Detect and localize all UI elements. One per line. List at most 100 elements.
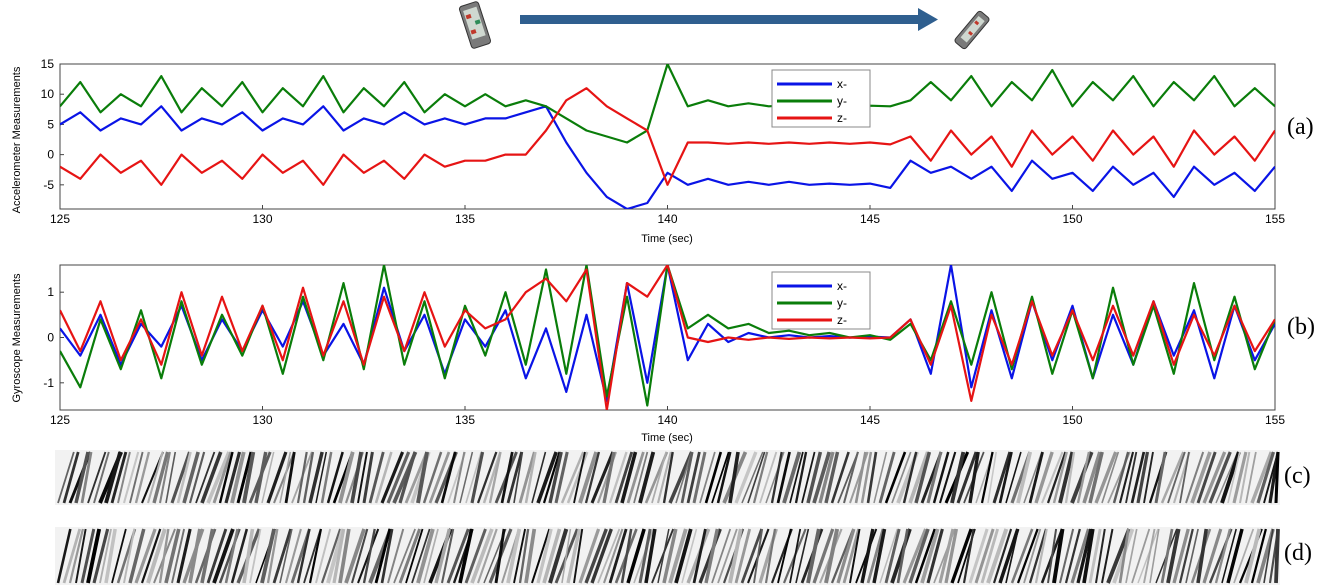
texture-stroke bbox=[1101, 451, 1120, 504]
texture-stroke bbox=[1088, 451, 1104, 504]
texture-stroke bbox=[74, 451, 90, 504]
texture-stroke bbox=[1118, 451, 1135, 504]
texture-stroke bbox=[974, 528, 995, 584]
texture-stroke bbox=[1208, 451, 1232, 504]
texture-stroke bbox=[279, 528, 293, 584]
texture-stroke bbox=[801, 451, 816, 504]
texture-stroke bbox=[488, 451, 502, 504]
x-tick-label: 150 bbox=[1062, 212, 1082, 226]
texture-stroke bbox=[812, 528, 835, 584]
texture-stroke bbox=[134, 451, 151, 504]
legend: x- y- z- bbox=[771, 271, 871, 330]
texture-stroke bbox=[560, 451, 585, 504]
texture-stroke bbox=[1059, 528, 1075, 584]
texture-stroke bbox=[932, 451, 950, 504]
texture-stroke bbox=[638, 451, 656, 504]
texture-stroke bbox=[518, 451, 536, 504]
texture-stroke bbox=[992, 451, 1012, 504]
texture-stroke bbox=[536, 451, 558, 504]
texture-stroke bbox=[296, 528, 311, 584]
texture-stroke bbox=[1274, 451, 1280, 504]
texture-stroke bbox=[212, 451, 233, 504]
texture-stroke bbox=[1226, 528, 1244, 584]
texture-stroke bbox=[176, 528, 192, 584]
texture-stroke bbox=[1016, 528, 1039, 584]
texture-stroke bbox=[662, 528, 678, 584]
texture-stroke bbox=[308, 451, 324, 504]
texture-stroke bbox=[1172, 528, 1190, 584]
texture-stroke bbox=[374, 451, 393, 504]
texture-stroke bbox=[578, 451, 599, 504]
legend-label-x: x- bbox=[837, 77, 847, 91]
texture-stroke bbox=[878, 451, 896, 504]
texture-stroke bbox=[62, 451, 80, 504]
texture-stroke bbox=[651, 528, 675, 584]
texture-stroke bbox=[315, 451, 328, 504]
texture-stroke bbox=[218, 451, 234, 504]
texture-stroke bbox=[866, 451, 878, 504]
texture-stroke bbox=[200, 528, 215, 584]
texture-stroke bbox=[704, 528, 719, 584]
texture-stroke bbox=[824, 451, 840, 504]
texture-stroke bbox=[770, 451, 783, 504]
texture-stroke bbox=[1047, 528, 1058, 584]
texture-stroke bbox=[338, 528, 351, 584]
texture-stroke bbox=[398, 451, 417, 504]
texture-stroke bbox=[1143, 528, 1156, 584]
texture-stroke bbox=[1125, 451, 1138, 504]
texture-stroke bbox=[531, 528, 551, 584]
texture-stroke bbox=[992, 528, 1013, 584]
texture-stroke bbox=[879, 528, 899, 584]
texture-stroke bbox=[908, 451, 930, 504]
texture-stroke bbox=[747, 451, 766, 504]
transition-graphic bbox=[458, 1, 990, 50]
texture-stroke bbox=[350, 451, 363, 504]
x-tick-label: 155 bbox=[1265, 212, 1285, 226]
texture-stroke bbox=[1118, 528, 1130, 584]
y-tick-label: -5 bbox=[43, 178, 54, 192]
texture-stroke bbox=[284, 451, 296, 504]
texture-stroke bbox=[506, 528, 522, 584]
texture-stroke bbox=[914, 451, 932, 504]
texture-stroke bbox=[986, 528, 1009, 584]
texture-stroke bbox=[1220, 451, 1241, 504]
texture-stroke bbox=[188, 528, 202, 584]
texture-stroke bbox=[860, 451, 873, 504]
texture-stroke bbox=[1082, 528, 1095, 584]
texture-stroke bbox=[513, 451, 524, 504]
texture-stroke bbox=[620, 451, 638, 504]
texture-stroke bbox=[896, 528, 909, 584]
phone-tilted-icon bbox=[954, 10, 990, 50]
texture-stroke bbox=[1136, 451, 1150, 504]
texture-stroke bbox=[794, 451, 808, 504]
texture-stroke bbox=[206, 451, 231, 504]
texture-stroke bbox=[1202, 528, 1223, 584]
texture-stroke bbox=[795, 528, 810, 584]
texture-stroke bbox=[1005, 528, 1020, 584]
texture-stroke bbox=[1166, 528, 1181, 584]
texture-stroke bbox=[122, 451, 140, 504]
texture-stroke bbox=[422, 451, 443, 504]
series-group bbox=[60, 265, 1275, 410]
texture-stroke bbox=[668, 528, 688, 584]
texture-stroke bbox=[146, 528, 167, 584]
texture-stroke bbox=[446, 528, 470, 584]
feature-image-c: (c) bbox=[55, 450, 1311, 505]
texture-stroke bbox=[1112, 451, 1130, 504]
texture-stroke bbox=[386, 451, 411, 504]
texture-stroke bbox=[1244, 528, 1262, 584]
texture-stroke bbox=[734, 528, 752, 584]
texture-stroke bbox=[776, 451, 791, 504]
texture-stroke bbox=[284, 528, 302, 584]
texture-stroke bbox=[224, 451, 242, 504]
texture-stroke bbox=[1137, 528, 1159, 584]
texture-stroke bbox=[980, 528, 999, 584]
texture-stroke bbox=[104, 528, 117, 584]
texture-stroke bbox=[1106, 528, 1131, 584]
texture-stroke bbox=[626, 451, 645, 504]
texture-stroke bbox=[590, 451, 615, 504]
y-tick-label: 5 bbox=[47, 117, 54, 131]
texture-stroke bbox=[1101, 528, 1114, 584]
series-line-x bbox=[60, 265, 1275, 402]
texture-stroke bbox=[176, 451, 192, 504]
